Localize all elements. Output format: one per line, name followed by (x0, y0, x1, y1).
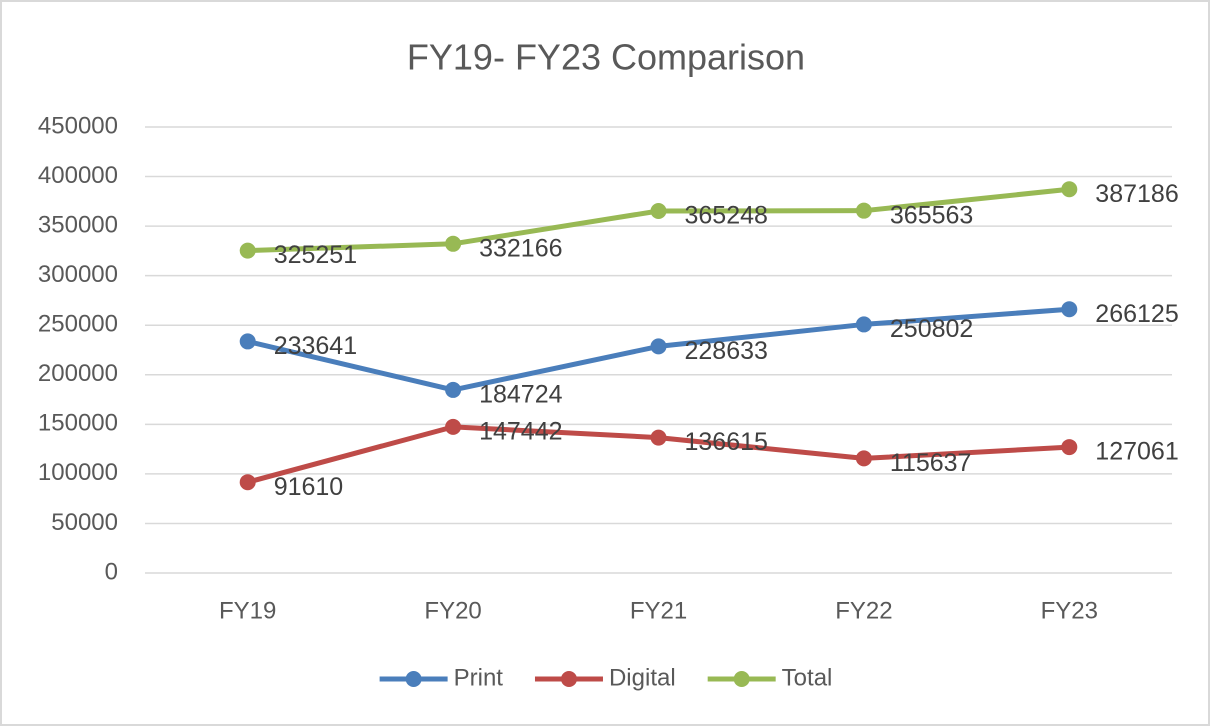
data-label: 115637 (890, 449, 972, 477)
marker (650, 338, 667, 355)
x-tick-label: FY19 (219, 597, 276, 624)
marker (445, 235, 462, 252)
marker (1061, 301, 1078, 318)
marker (855, 316, 872, 333)
y-tick-label: 350000 (38, 211, 118, 238)
marker (239, 474, 256, 491)
data-label: 184724 (479, 381, 563, 409)
data-label: 136615 (685, 428, 768, 456)
data-label: 365248 (685, 202, 768, 230)
data-label: 127061 (1095, 438, 1178, 466)
x-tick-label: FY23 (1041, 597, 1098, 624)
x-tick-label: FY20 (424, 597, 481, 624)
x-tick-label: FY22 (835, 597, 892, 624)
data-label: 266125 (1095, 300, 1178, 328)
legend: Print Digital Total (379, 664, 833, 691)
y-tick-label: 100000 (38, 459, 118, 486)
data-label: 325251 (274, 241, 357, 269)
marker (1061, 439, 1078, 456)
marker (650, 202, 667, 219)
data-label: 91610 (274, 473, 344, 501)
y-tick-label: 50000 (51, 509, 118, 536)
data-label: 387186 (1095, 180, 1178, 208)
data-label: 228633 (685, 337, 768, 365)
marker (445, 418, 462, 435)
marker (239, 333, 256, 350)
data-label: 250802 (890, 315, 973, 343)
data-label: 365563 (890, 201, 973, 229)
legend-marker (560, 671, 577, 687)
legend-marker (733, 671, 750, 687)
marker (445, 381, 462, 398)
marker (1061, 181, 1078, 198)
marker (239, 242, 256, 259)
chart-title: FY19- FY23 Comparison (407, 37, 805, 78)
data-label: 233641 (274, 332, 357, 360)
y-tick-label: 450000 (38, 112, 118, 139)
x-tick-label: FY21 (630, 597, 687, 624)
data-label: 332166 (479, 234, 562, 262)
data-label: 147442 (479, 417, 562, 445)
legend-label: Digital (609, 664, 676, 691)
legend-marker (405, 671, 422, 687)
legend-label: Total (782, 664, 833, 691)
y-tick-label: 0 (105, 558, 118, 585)
marker (650, 429, 667, 446)
y-tick-label: 150000 (38, 410, 118, 437)
y-tick-label: 300000 (38, 261, 118, 288)
marker (855, 450, 872, 467)
y-tick-label: 400000 (38, 162, 118, 189)
marker (855, 202, 872, 219)
y-tick-label: 200000 (38, 360, 118, 387)
legend-label: Print (454, 664, 504, 691)
y-tick-label: 250000 (38, 311, 118, 338)
